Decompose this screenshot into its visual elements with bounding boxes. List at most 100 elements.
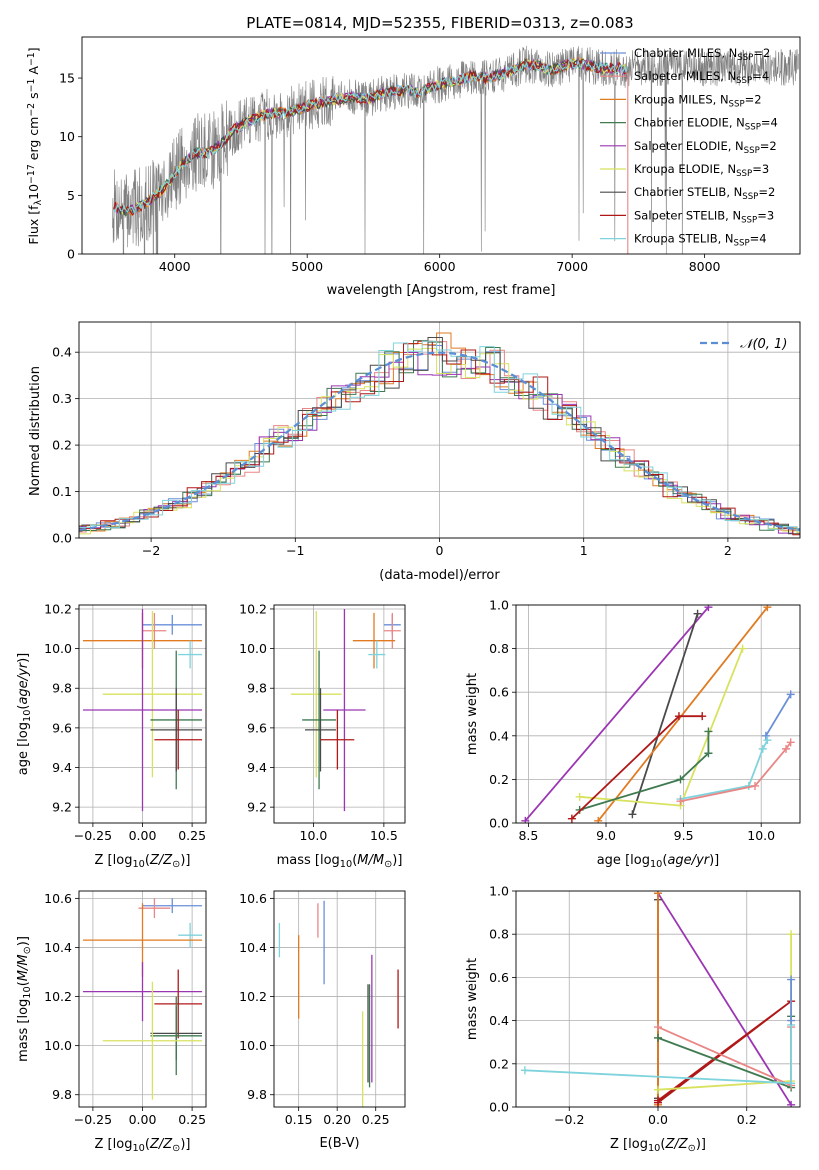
x-axis-label-part: )]	[392, 853, 402, 868]
legend-label-part: Chabrier STELIB, N	[634, 185, 742, 199]
y-tick-label: 9.8	[52, 1087, 72, 1102]
legend-label-part: SSP	[741, 215, 757, 225]
x-axis-label-part: )]	[709, 853, 719, 868]
y-tick-label: 10	[59, 129, 75, 144]
frame-age-vs-Z: −0.25 0.00 0.25 9.2 9.4 9.6 9.8 10.0 10.2	[44, 601, 207, 843]
y-axis-label-part: ]	[26, 47, 41, 52]
axes-frame	[81, 36, 801, 255]
y-axis-label-part: age [log	[16, 722, 31, 775]
frame-spectrum: 4000 5000 6000 7000 8000 0 5 10 15	[59, 36, 801, 274]
errorbar-point	[150, 688, 203, 772]
x-tick-label: 10.0	[300, 828, 328, 843]
y-axis-label-part: erg cm	[26, 117, 41, 165]
plot-content-age-vs-mass	[290, 608, 401, 812]
x-tick-label: 9.5	[674, 828, 694, 843]
x-axis-label-part: age [log	[597, 853, 650, 868]
weight-line	[657, 1026, 792, 1087]
axes-weight-vs-Z: −0.2 0.0 0.2 0.0 0.2 0.4 0.6 0.8 1.0 Z [log10(Z/Z…	[465, 884, 801, 1154]
y-tick-label: 0.4	[52, 345, 72, 360]
x-axis-label: (data-model)/error	[379, 568, 500, 583]
errorbar-point	[150, 996, 203, 1076]
x-axis-label-part: Z/Z	[149, 1137, 173, 1152]
y-tick-label: 10.6	[239, 891, 267, 906]
y-tick-label: 0.2	[52, 438, 72, 453]
x-axis-label-part: 10	[132, 859, 144, 870]
y-tick-label: 0.4	[489, 1013, 509, 1028]
x-axis-label-part: ⊙	[172, 1143, 180, 1154]
x-tick-label: 0.25	[178, 828, 206, 843]
frame-residuals: −2 −1 0 1 2 0.0 0.1 0.2 0.3 0.4	[52, 321, 801, 558]
y-axis-label-part: (	[16, 981, 31, 986]
errorbar-point	[102, 610, 203, 778]
x-tick-label: 9.0	[596, 828, 616, 843]
axes-mass-vs-Z: −0.25 0.00 0.259.810.010.210.410.6Z [log10…	[16, 890, 207, 1154]
x-tick-label: 6000	[424, 259, 456, 274]
weight-marker	[654, 1023, 662, 1032]
errorbar-point	[352, 612, 396, 669]
weight-marker	[787, 1079, 796, 1088]
legend-label-part: SSP	[737, 53, 753, 63]
x-axis-label: mass [log10(M/M⊙)]	[277, 853, 403, 870]
legend-label-part: =3	[752, 162, 769, 176]
grid-weight-vs-age	[516, 604, 800, 824]
x-axis-label-part: )]	[180, 1137, 190, 1152]
legend-label-part: =4	[750, 232, 767, 246]
legend-label-part: SSP	[734, 239, 750, 249]
y-tick-label: 9.4	[247, 760, 267, 775]
x-axis-label-part: )]	[180, 853, 190, 868]
y-tick-label: 10.2	[44, 601, 72, 616]
histogram-kroupa-stelib	[79, 340, 800, 532]
x-tick-label: 8.5	[518, 828, 538, 843]
y-axis-label: mass weight	[465, 673, 480, 755]
weight-marker	[521, 816, 530, 823]
x-axis-label-part: (	[145, 1137, 150, 1152]
x-axis-label-part: 10	[648, 1143, 660, 1154]
x-axis-label-part: (	[662, 853, 667, 868]
x-axis-label-part: ⊙	[688, 1143, 696, 1154]
y-tick-label: 0.1	[52, 484, 72, 499]
y-tick-label: 9.4	[52, 760, 72, 775]
errorbar-point	[320, 710, 355, 770]
y-axis-label-part: Flux [f	[26, 205, 41, 245]
y-tick-label: 10.0	[44, 1038, 72, 1053]
weight-marker	[786, 690, 795, 699]
legend-label-part: =2	[753, 46, 770, 60]
axes-frame	[515, 604, 801, 824]
weight-marker	[654, 1085, 662, 1094]
weight-marker	[738, 644, 747, 653]
weight-marker	[758, 744, 767, 753]
normal-curve	[79, 351, 800, 531]
model-spectrum-kroupa-stelib	[113, 58, 629, 216]
x-tick-label: −0.25	[74, 828, 112, 843]
x-axis-label: wavelength [Angstrom, rest frame]	[327, 283, 556, 298]
x-tick-label: 8000	[689, 259, 721, 274]
y-tick-label: 0.0	[489, 1100, 509, 1115]
y-tick-label: 9.8	[247, 681, 267, 696]
x-tick-label: −0.25	[74, 1112, 112, 1127]
weight-marker	[676, 797, 685, 806]
y-tick-label: 0.8	[489, 641, 509, 656]
x-tick-label: 2	[724, 543, 732, 558]
x-axis-label-part: M/M	[357, 853, 384, 868]
model-spectrum-kroupa-elodie	[113, 56, 629, 215]
weight-marker	[763, 605, 772, 612]
x-axis-label-part: age/yr	[667, 853, 710, 868]
x-axis-label-part: Z/Z	[149, 853, 173, 868]
weight-marker	[676, 775, 685, 784]
x-axis-label-part: ⊙	[172, 859, 180, 870]
plot-content-weight-vs-age	[521, 605, 795, 823]
x-axis-label-part: ⊙	[384, 859, 392, 870]
x-axis-label: Z [log10(Z/Z⊙)]	[95, 853, 191, 870]
x-tick-label: 0.00	[129, 828, 157, 843]
legend-label-part: =3	[757, 208, 774, 222]
weight-line	[680, 739, 769, 800]
legend-label-part: Chabrier MILES, N	[634, 46, 737, 60]
x-tick-label: 0.2	[737, 1112, 757, 1127]
y-tick-label: 10.4	[239, 940, 267, 955]
y-tick-label: 0.0	[52, 531, 72, 546]
axes-frame	[273, 604, 406, 824]
weight-marker	[704, 605, 713, 612]
y-tick-label: 0.4	[489, 728, 509, 743]
legend-label: Chabrier MILES, NSSP=2	[634, 46, 770, 63]
